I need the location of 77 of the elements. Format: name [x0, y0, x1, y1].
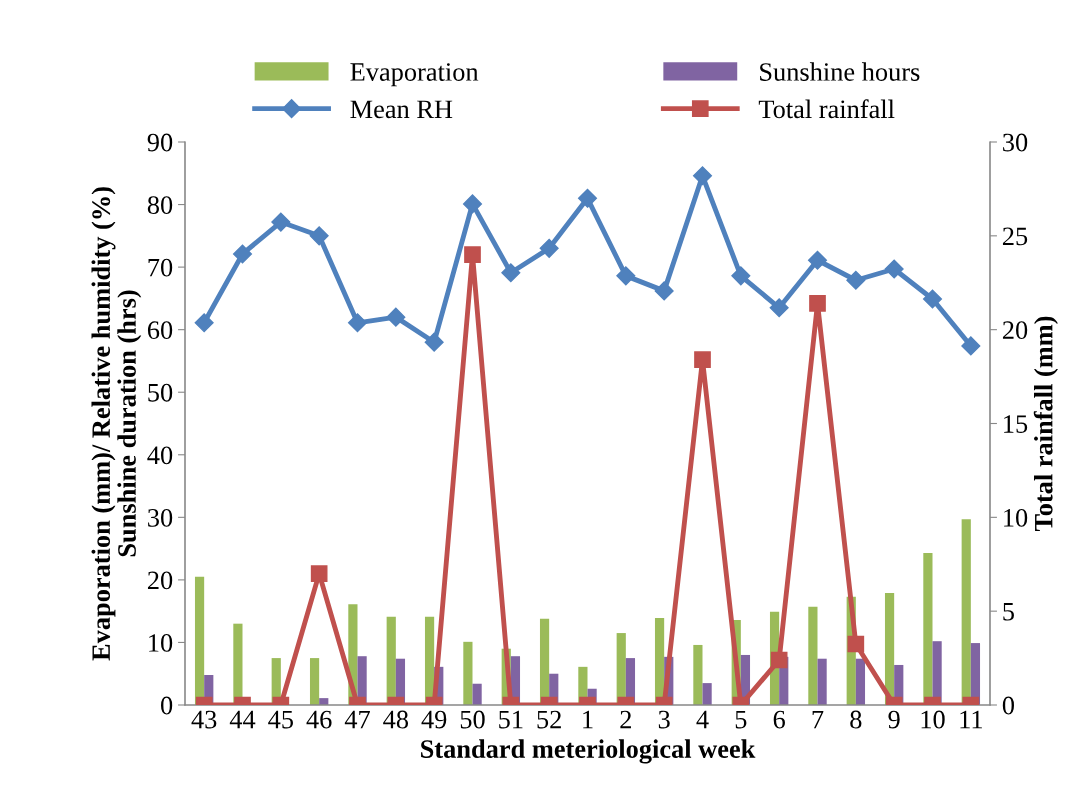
y2-tick-label: 15 [1004, 415, 1028, 433]
y-tick-label: 30 [148, 508, 173, 527]
point [309, 226, 329, 246]
bar [808, 606, 818, 705]
y-tick-label: 60 [147, 321, 173, 340]
bar [472, 683, 482, 705]
bar [194, 576, 205, 705]
point [616, 266, 636, 286]
y2-tick-label: 5 [1003, 603, 1014, 621]
y-tick-label: 80 [147, 196, 173, 214]
y2-tick-label: 20 [1002, 321, 1028, 340]
x-tick-label: 45 [268, 710, 293, 729]
x-tick-label: 3 [658, 710, 670, 729]
x-tick-label: 6 [773, 710, 785, 729]
x-tick-label: 11 [960, 710, 982, 729]
point [731, 266, 751, 286]
x-tick-label: 52 [537, 710, 561, 729]
x-tick-label: 10 [921, 710, 945, 729]
x-tick-label: 49 [421, 710, 447, 729]
y-tick-label: 50 [148, 383, 173, 402]
y2-axis-title: Total rainfall (mm) [1033, 316, 1058, 532]
point [232, 244, 253, 264]
point [194, 313, 214, 333]
point [922, 289, 943, 309]
bar [923, 552, 933, 705]
y2-tick-label: 10 [1004, 508, 1028, 527]
point [539, 238, 559, 258]
y2-tick-label: 25 [1002, 227, 1028, 246]
legend-label: Mean RH [350, 100, 453, 119]
legend-label: Sunshine hours [760, 62, 920, 81]
x-tick-label: 2 [620, 710, 631, 729]
x-tick-label: 8 [850, 710, 862, 729]
x-tick-label: 47 [344, 710, 370, 729]
y-tick-label: 20 [147, 571, 173, 590]
point [347, 313, 368, 333]
y-axis-title: Evaporation (mm)/ Relative humidity (%) Sunshine duration (hrs) [91, 187, 142, 661]
x-tick-label: 7 [812, 710, 824, 729]
point [386, 307, 406, 327]
point [807, 250, 828, 270]
y-tick-label: 90 [147, 133, 173, 152]
y2-tick-label: 30 [1003, 133, 1028, 152]
bar [693, 644, 703, 705]
x-tick-label: 5 [735, 710, 747, 729]
x-tick-label: 51 [499, 710, 523, 729]
point [654, 281, 674, 301]
y-tick-label: 0 [161, 696, 173, 715]
x-tick-label: 4 [696, 710, 709, 729]
bar [702, 683, 712, 705]
point [961, 336, 981, 356]
y-tick-label: 70 [148, 258, 173, 277]
bar [309, 658, 320, 705]
x-tick-label: 44 [229, 710, 256, 729]
x-axis-title: Standard meteriological week [421, 739, 756, 764]
x-tick-label: 48 [383, 710, 409, 729]
legend-label: Total rainfall [758, 99, 895, 119]
point [769, 298, 789, 318]
x-tick-label: 50 [460, 710, 485, 729]
point [884, 259, 904, 279]
x-tick-label: 46 [306, 710, 332, 729]
point [692, 166, 713, 186]
point [501, 263, 521, 283]
bar [463, 641, 473, 705]
point [846, 270, 866, 290]
x-tick-label: 9 [888, 710, 900, 729]
point [577, 188, 598, 208]
legend-label: Evaporation [350, 63, 479, 87]
point [462, 194, 483, 214]
bar [233, 623, 243, 705]
bar [855, 658, 866, 705]
y2-tick-label: 0 [1002, 696, 1014, 715]
point [424, 332, 444, 352]
y-tick-label: 40 [147, 446, 173, 465]
bar [817, 658, 827, 705]
x-tick-label: 43 [191, 710, 217, 729]
y-tick-label: 10 [149, 634, 173, 652]
point [271, 212, 291, 232]
x-tick-label: 1 [583, 710, 593, 729]
